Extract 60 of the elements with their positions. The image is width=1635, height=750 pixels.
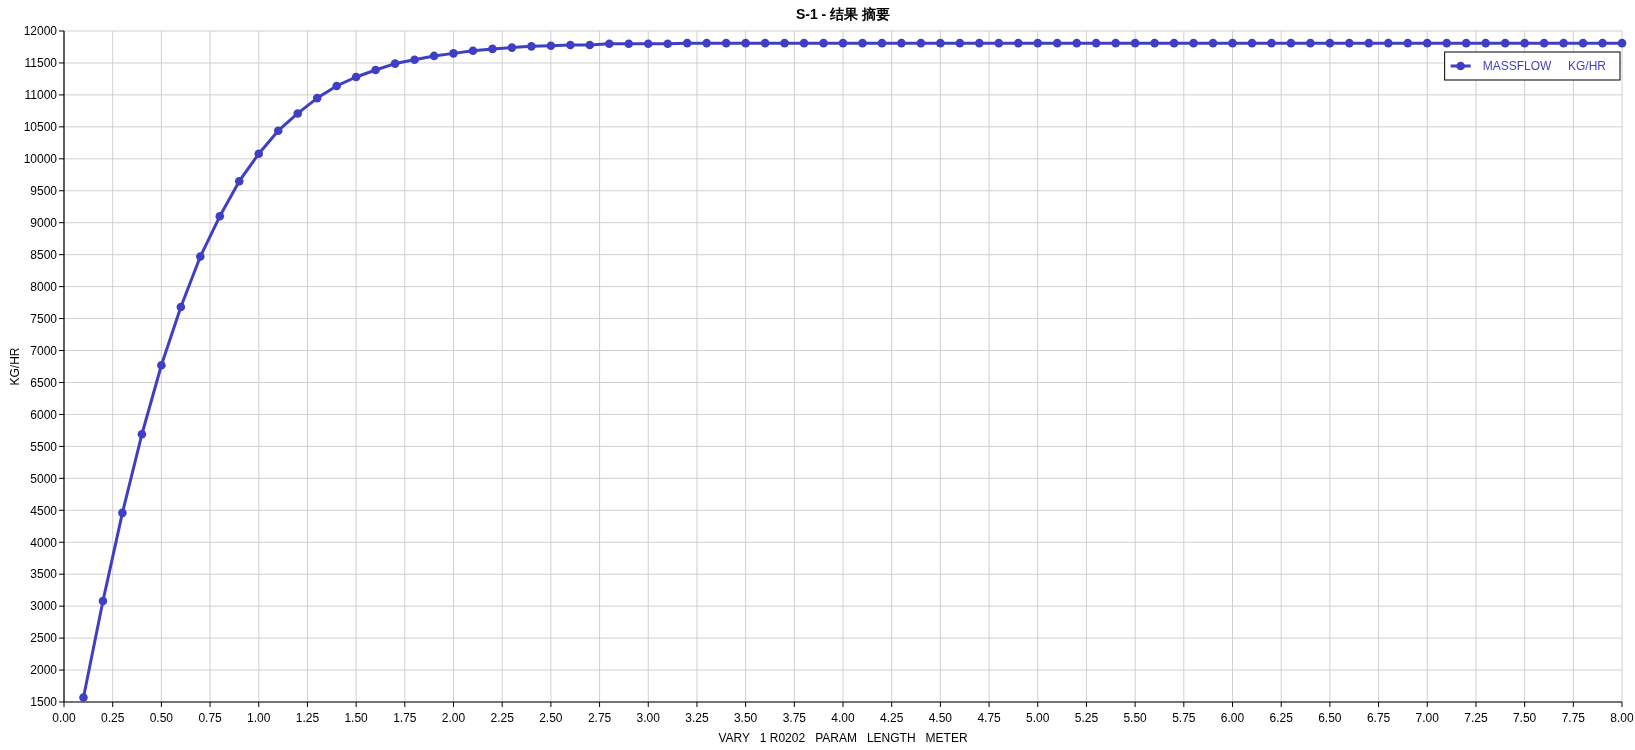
- x-tick-label: 5.75: [1172, 711, 1196, 725]
- x-tick-label: 5.25: [1074, 711, 1099, 725]
- x-tick-label: 3.25: [685, 711, 709, 725]
- x-tick-label: 4.50: [928, 711, 953, 725]
- x-tick-label: 3.75: [782, 711, 807, 725]
- y-tick-label: 2000: [30, 663, 58, 678]
- x-tick-label: 4.00: [831, 711, 855, 725]
- y-tick-label: 5000: [30, 471, 58, 486]
- x-tick-label: 1.00: [247, 711, 271, 725]
- y-tick-label: 2500: [30, 631, 58, 646]
- y-tick-label: 6500: [30, 375, 58, 390]
- x-tick-label: 4.25: [880, 711, 904, 725]
- x-tick-label: 7.50: [1512, 711, 1537, 725]
- x-tick-label: 1.25: [295, 711, 320, 725]
- x-tick-label: 2.00: [441, 711, 466, 725]
- x-tick-label: 0.00: [52, 711, 76, 725]
- y-tick-label: 7500: [30, 311, 58, 326]
- x-tick-label: 6.25: [1269, 711, 1294, 725]
- y-tick-label: 6000: [30, 407, 58, 422]
- y-tick-label: 1500: [30, 695, 58, 710]
- y-tick-label: 10000: [23, 152, 58, 167]
- x-tick-label: 2.75: [587, 711, 612, 725]
- x-tick-label: 3.00: [636, 711, 661, 725]
- x-tick-label: 7.75: [1561, 711, 1586, 725]
- x-axis-title: VARY 1 R0202 PARAM LENGTH METER: [718, 731, 968, 745]
- y-tick-label: 5500: [30, 439, 58, 454]
- x-tick-label: 6.75: [1366, 711, 1391, 725]
- x-tick-label: 1.75: [393, 711, 417, 725]
- x-tick-label: 5.00: [1026, 711, 1050, 725]
- y-tick-label: 8000: [30, 279, 58, 294]
- y-tick-label: 11000: [24, 88, 58, 103]
- y-tick-label: 10500: [23, 120, 58, 135]
- x-tick-label: 6.00: [1220, 711, 1245, 725]
- y-tick-label: 3000: [30, 599, 58, 614]
- y-tick-label: 8500: [30, 247, 58, 262]
- x-tick-label: 5.50: [1123, 711, 1148, 725]
- y-tick-label: 4500: [30, 503, 58, 518]
- x-tick-label: 2.50: [539, 711, 563, 725]
- y-tick-label: 7000: [30, 343, 58, 358]
- y-tick-label: 3500: [30, 567, 58, 582]
- x-tick-label: 6.50: [1318, 711, 1342, 725]
- x-tick-label: 0.50: [149, 711, 174, 725]
- y-tick-label: 9500: [30, 184, 58, 199]
- x-tick-label: 0.75: [198, 711, 223, 725]
- y-axis-title: KG/HR: [8, 347, 22, 386]
- x-tick-label: 1.50: [344, 711, 369, 725]
- x-tick-label: 3.50: [733, 711, 758, 725]
- x-tick-label: 7.00: [1415, 711, 1440, 725]
- legend-label: MASSFLOW KG/HR: [1482, 59, 1607, 74]
- chart-title: S-1 - 结果 摘要: [795, 6, 891, 22]
- y-tick-label: 4000: [30, 535, 58, 550]
- x-tick-label: 4.75: [977, 711, 1002, 725]
- x-tick-label: 8.00: [1610, 711, 1634, 725]
- y-tick-label: 11500: [24, 56, 58, 71]
- x-tick-label: 2.25: [490, 711, 515, 725]
- x-tick-label: 0.25: [101, 711, 125, 725]
- x-tick-label: 7.25: [1464, 711, 1488, 725]
- legend: MASSFLOW KG/HR: [1444, 51, 1621, 81]
- y-tick-label: 12000: [23, 24, 58, 39]
- y-tick-label: 9000: [30, 216, 58, 231]
